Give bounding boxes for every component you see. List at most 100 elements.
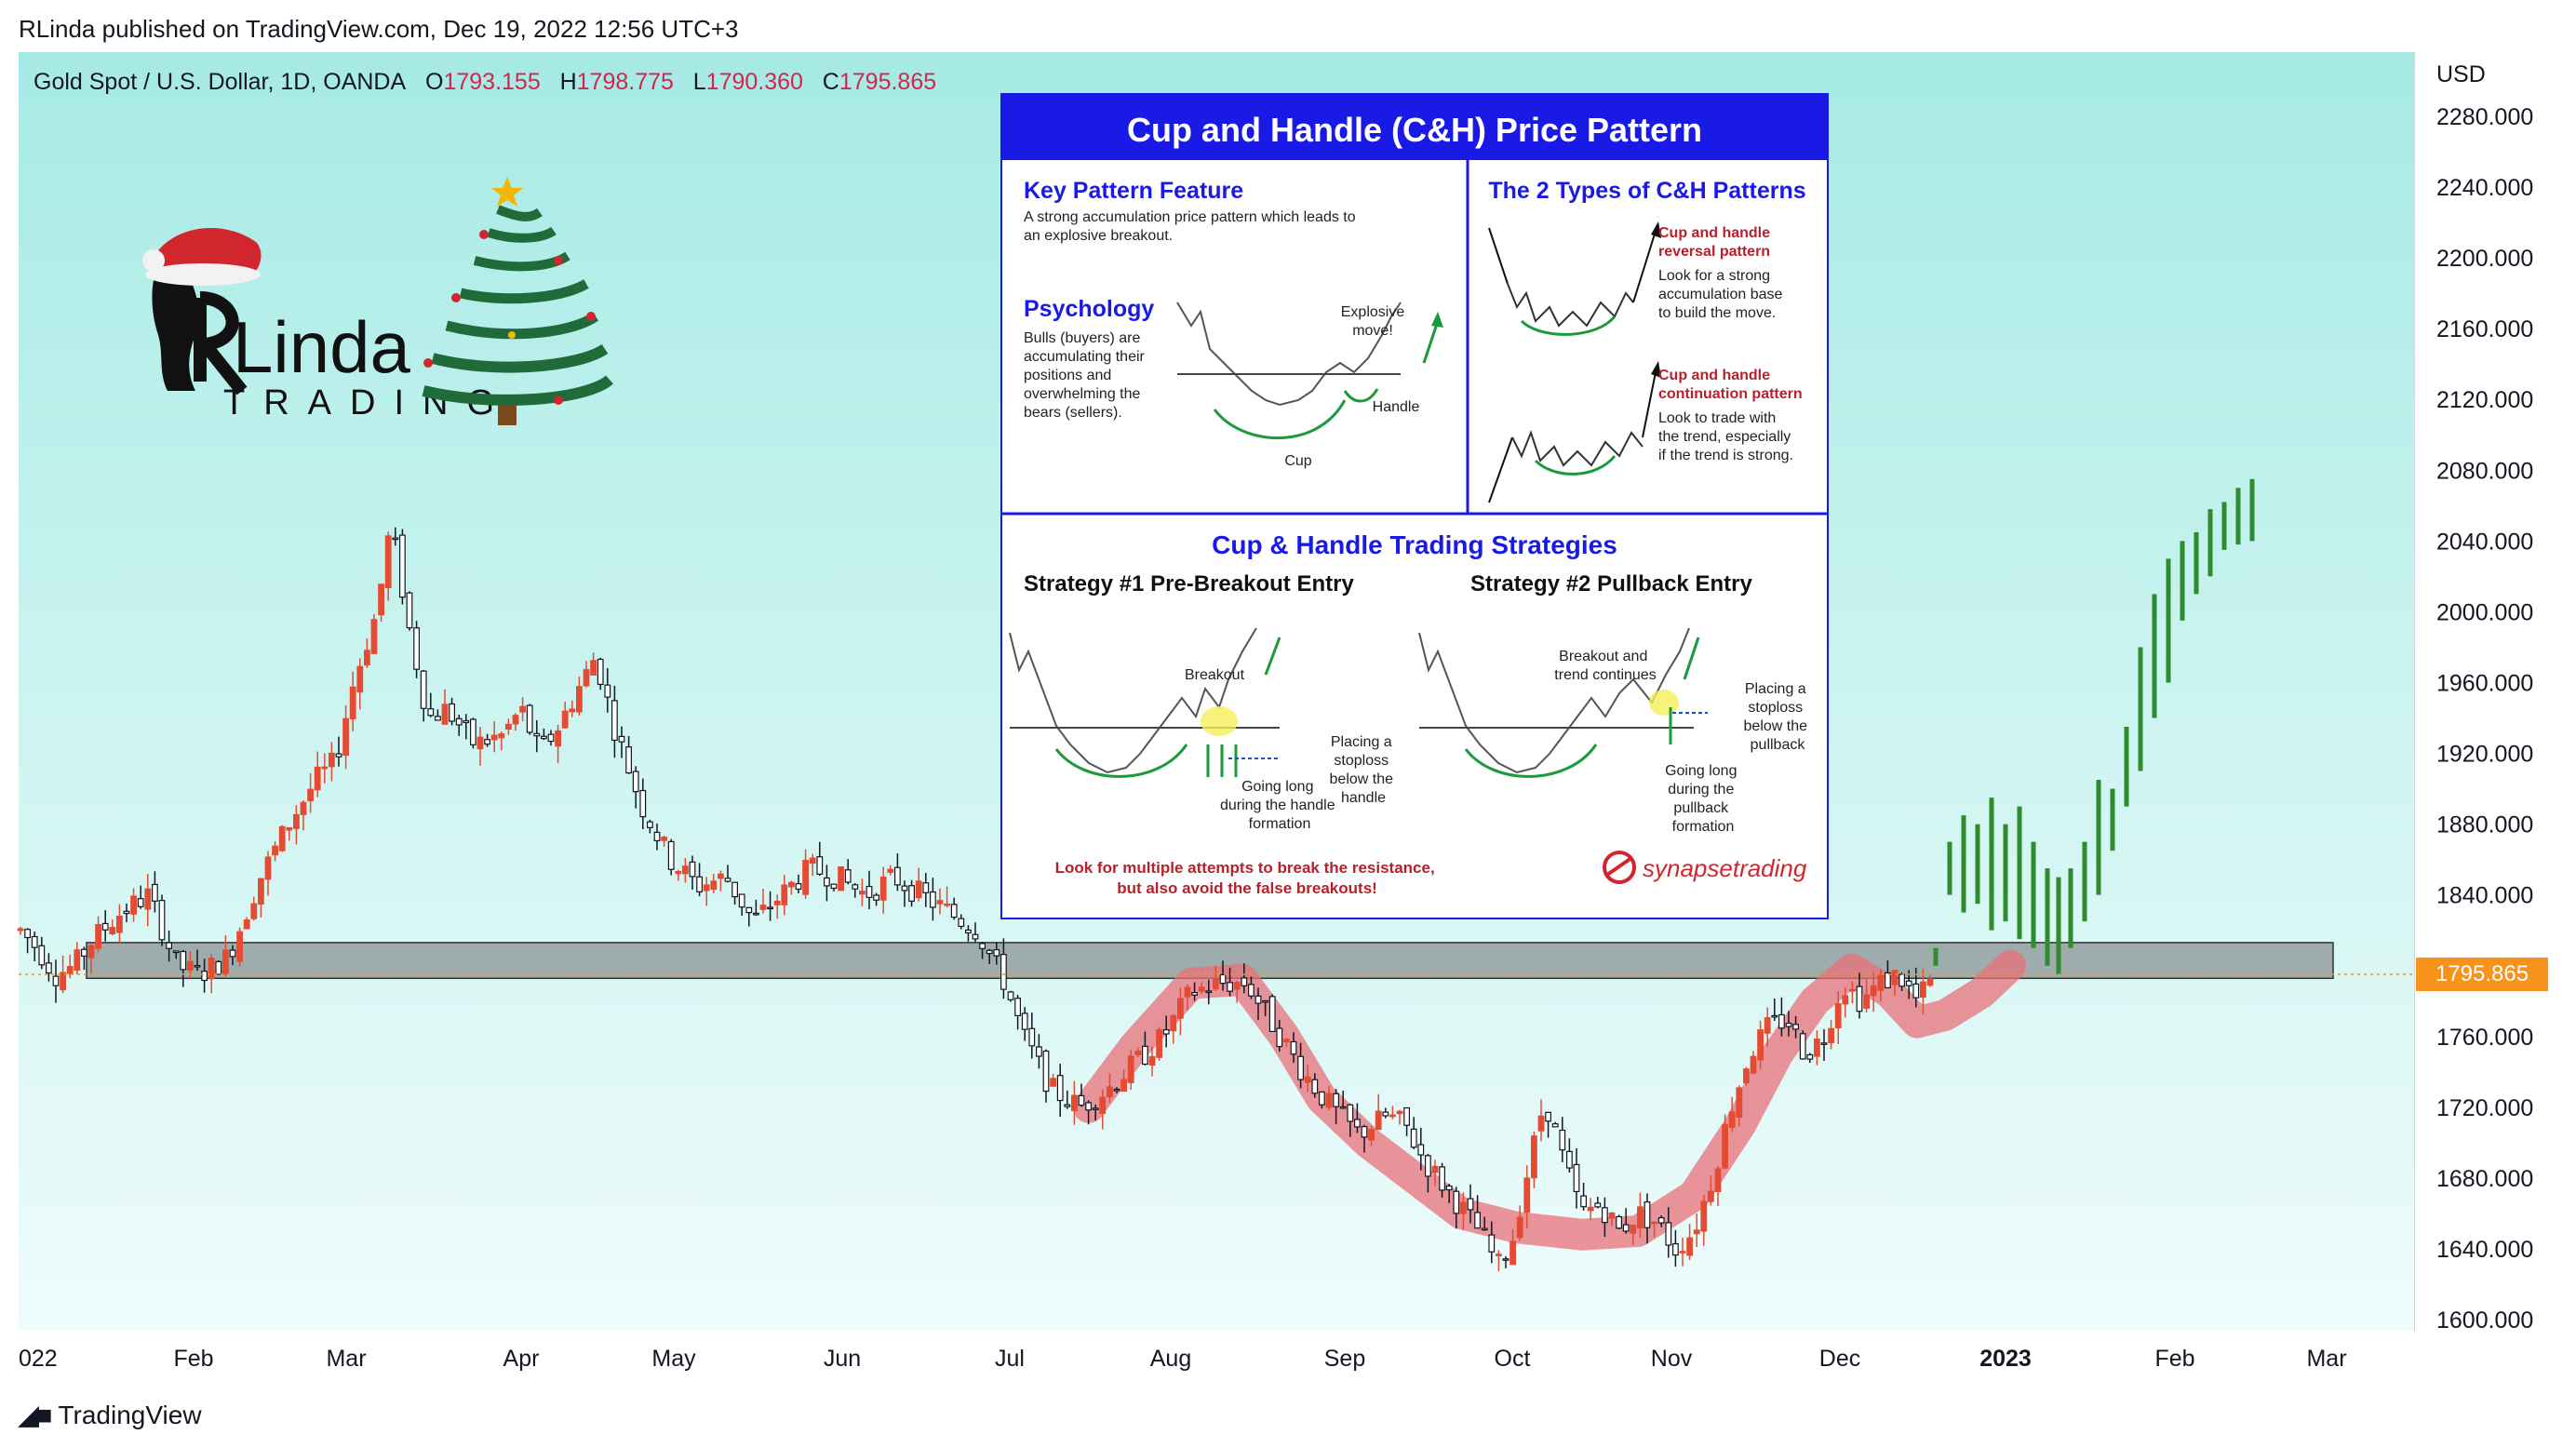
logo-r-mark <box>192 291 248 396</box>
candle-body <box>1813 1039 1820 1057</box>
s1-stoploss-2: stoploss <box>1334 753 1389 769</box>
candle-body <box>1254 995 1262 1004</box>
candle-body <box>575 686 583 713</box>
candle-body <box>1092 1107 1099 1110</box>
candle-body <box>1219 973 1227 985</box>
candle-body <box>144 888 152 910</box>
candle-body <box>759 905 767 910</box>
candle-body <box>1106 1086 1113 1098</box>
candle-body <box>1085 1102 1093 1111</box>
tradingview-footer[interactable]: ◢■ TradingView <box>19 1400 202 1430</box>
candle-body <box>229 949 236 958</box>
candle-body <box>908 885 915 902</box>
candle-body <box>1424 1155 1431 1177</box>
candle-body <box>490 734 498 741</box>
candle-body <box>1495 1254 1502 1256</box>
candle-body <box>852 884 859 890</box>
price-scale[interactable] <box>2415 52 2576 1331</box>
candle-body <box>95 924 102 949</box>
candle-body <box>1134 1051 1142 1055</box>
candle-body <box>1863 994 1871 1009</box>
candle-body <box>929 891 936 908</box>
candle-body <box>752 912 759 916</box>
reversal-text-2: accumulation base <box>1658 287 1783 302</box>
candle-body <box>435 716 441 721</box>
candle-body <box>526 704 533 733</box>
candle-body <box>349 686 356 719</box>
candle-body <box>1722 1124 1729 1169</box>
reversal-heading-1: Cup and handle <box>1658 225 1770 241</box>
candle-body <box>74 949 81 972</box>
candle-body <box>52 975 60 986</box>
candle-body <box>222 949 229 975</box>
candle-body <box>873 894 879 901</box>
candle-body <box>392 537 399 541</box>
logo-subtitle: TRADING <box>223 383 513 422</box>
candle-body <box>1665 1222 1672 1246</box>
mini-cup-diagram <box>1176 302 1443 440</box>
published-line: RLinda published on TradingView.com, Dec… <box>19 15 739 43</box>
candle-body <box>1509 1240 1517 1266</box>
candle-body <box>342 717 349 757</box>
candle-body <box>60 972 67 991</box>
candle-body <box>1636 1206 1644 1228</box>
candle-body <box>944 903 950 906</box>
candle-body <box>1205 990 1213 994</box>
candle-body <box>1686 1237 1694 1256</box>
candle-body <box>1007 991 1014 1000</box>
candle-body <box>45 962 52 974</box>
candle-body <box>667 840 675 870</box>
candle-body <box>1657 1217 1665 1224</box>
candle-body <box>887 868 894 873</box>
candle-body <box>879 876 887 901</box>
candle-body <box>555 730 561 747</box>
low-value: 1790.360 <box>705 69 803 95</box>
candle-body <box>1502 1258 1509 1261</box>
open-label: O <box>425 69 444 95</box>
candle-body <box>1545 1111 1552 1122</box>
s1-stoploss-3: below the <box>1330 771 1394 787</box>
tradingview-brand: TradingView <box>58 1400 202 1429</box>
candle-body <box>724 878 731 882</box>
key-feature-text-1: A strong accumulation price pattern whic… <box>1024 209 1356 225</box>
s2-long-4: formation <box>1672 819 1735 835</box>
candle-body <box>1700 1200 1708 1232</box>
candle-body <box>484 739 490 745</box>
candle-body <box>378 583 384 616</box>
candle-body <box>1148 1055 1156 1066</box>
candle-body <box>321 766 329 770</box>
s2-breakout-2: trend continues <box>1554 667 1656 683</box>
candle-body <box>1828 1027 1835 1043</box>
candle-body <box>1679 1251 1686 1254</box>
symbol-name: Gold Spot / U.S. Dollar, 1D, OANDA <box>34 69 407 95</box>
open-value: 1793.155 <box>443 69 541 95</box>
candle-body <box>1176 998 1184 1019</box>
candle-body <box>1276 1027 1283 1048</box>
candle-body <box>158 900 166 941</box>
candle-body <box>1000 954 1007 990</box>
candle-body <box>1170 1014 1177 1032</box>
candle-body <box>830 883 838 890</box>
candle-body <box>1834 1003 1842 1029</box>
candle-body <box>1431 1165 1439 1173</box>
candle-body <box>1616 1215 1623 1229</box>
candle-body <box>1347 1104 1354 1122</box>
candle-body <box>1262 999 1269 1003</box>
strategies-heading: Cup & Handle Trading Strategies <box>1212 530 1617 559</box>
candle-body <box>1120 1079 1128 1093</box>
candle-body <box>1537 1115 1545 1132</box>
candle-body <box>1070 1094 1078 1112</box>
time-scale[interactable] <box>19 1331 2414 1383</box>
candle-body <box>823 877 830 887</box>
candle-body <box>180 950 187 971</box>
s1-stoploss-1: Placing a <box>1331 734 1392 750</box>
psychology-text-4: overwhelming the <box>1024 386 1141 402</box>
svg-text:Going long during the hand: Going long during the handle formation <box>1220 779 1339 832</box>
close-value: 1795.865 <box>839 69 937 95</box>
candle-body <box>1056 1075 1064 1102</box>
logo-name: Linda <box>233 306 410 388</box>
candle-body <box>986 949 993 955</box>
candle-body <box>1333 1093 1340 1107</box>
